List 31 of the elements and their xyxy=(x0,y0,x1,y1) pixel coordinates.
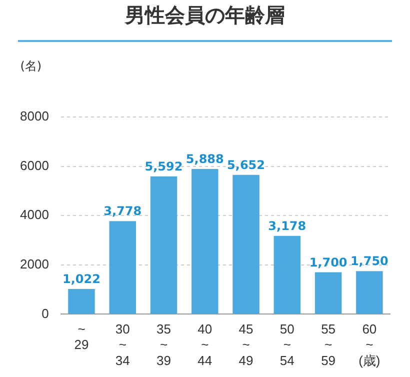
x-tick-label: 50 ~ 54 xyxy=(280,322,294,368)
chart-title: 男性会員の年齢層 xyxy=(124,2,286,29)
data-label: 3,178 xyxy=(268,218,306,233)
bar xyxy=(356,271,383,314)
bar xyxy=(109,221,136,314)
x-tick-label: ~ 29 xyxy=(74,322,89,352)
data-label: 1,700 xyxy=(309,255,348,270)
data-label: 5,888 xyxy=(186,152,224,166)
x-tick-label: 45 ~ 49 xyxy=(238,322,254,368)
data-label: 1,750 xyxy=(350,254,388,268)
x-tick-label: 30 ~ 34 xyxy=(115,322,130,368)
y-tick-label: 8000 xyxy=(20,108,49,124)
y-axis-title: (名) xyxy=(20,59,42,74)
x-tick-label: 60 ~ (歳) xyxy=(358,322,380,368)
data-label: 1,022 xyxy=(62,272,100,286)
bar xyxy=(232,174,260,314)
y-tick-label: 2000 xyxy=(20,256,49,272)
bar xyxy=(314,272,342,314)
x-tick-label: 35 ~ 39 xyxy=(156,322,171,368)
bar xyxy=(150,176,178,314)
x-tick-label: 40 ~ 44 xyxy=(198,322,212,368)
bar xyxy=(274,236,301,314)
data-label: 5,652 xyxy=(227,158,266,172)
y-tick-label: 0 xyxy=(42,306,49,321)
data-label: 5,592 xyxy=(144,159,183,174)
y-tick-label: 4000 xyxy=(20,207,49,222)
bar xyxy=(68,289,95,314)
data-label: 3,778 xyxy=(104,204,142,218)
bar xyxy=(192,169,218,314)
x-tick-label: 55 ~ 59 xyxy=(321,322,336,368)
y-tick-label: 6000 xyxy=(20,158,49,173)
